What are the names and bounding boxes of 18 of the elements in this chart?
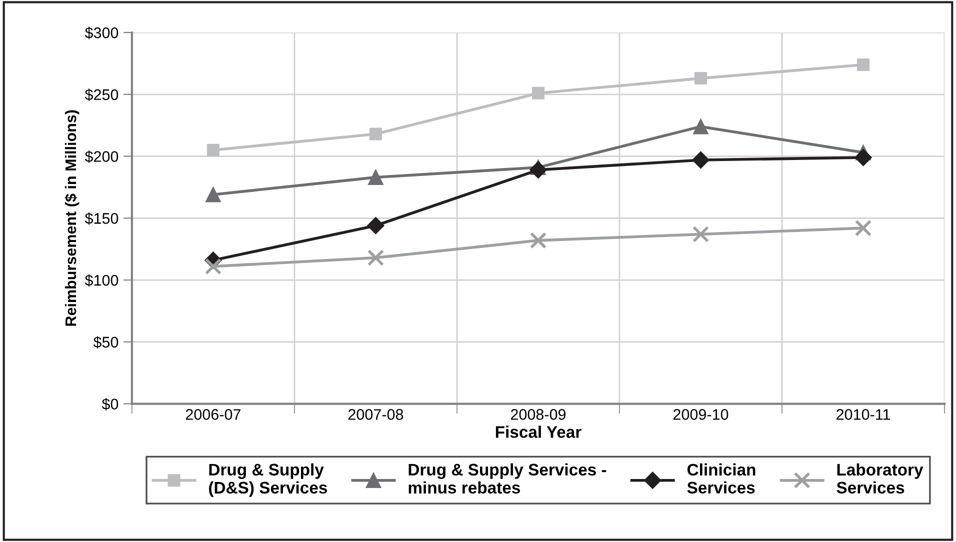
x-tick-label: 2009-10: [673, 409, 728, 420]
legend-label: Clinician Services: [687, 463, 756, 494]
legend-label: Laboratory Services: [836, 463, 924, 494]
y-tick-label: $100: [84, 274, 118, 287]
x-tick-label: 2008-09: [510, 409, 566, 420]
y-tick-label: $200: [84, 150, 118, 163]
x-tick-label: 2007-08: [348, 409, 404, 420]
x-axis-title: Fiscal Year: [496, 426, 582, 438]
x-tick-label: 2010-11: [836, 409, 890, 420]
legend-label: Drug & Supply (D&S) Services: [209, 463, 327, 497]
x-tick-label: 2006-07: [186, 409, 240, 420]
legend-label: Drug & Supply Services - minus rebates: [408, 463, 606, 494]
y-tick-label: $300: [84, 26, 118, 40]
y-tick-label: $150: [84, 212, 118, 225]
y-axis-title: Reimbursement ($ in Millions): [64, 110, 80, 326]
y-tick-label: $50: [93, 336, 118, 349]
y-tick-label: $250: [84, 88, 118, 101]
y-tick-label: $0: [102, 398, 118, 410]
